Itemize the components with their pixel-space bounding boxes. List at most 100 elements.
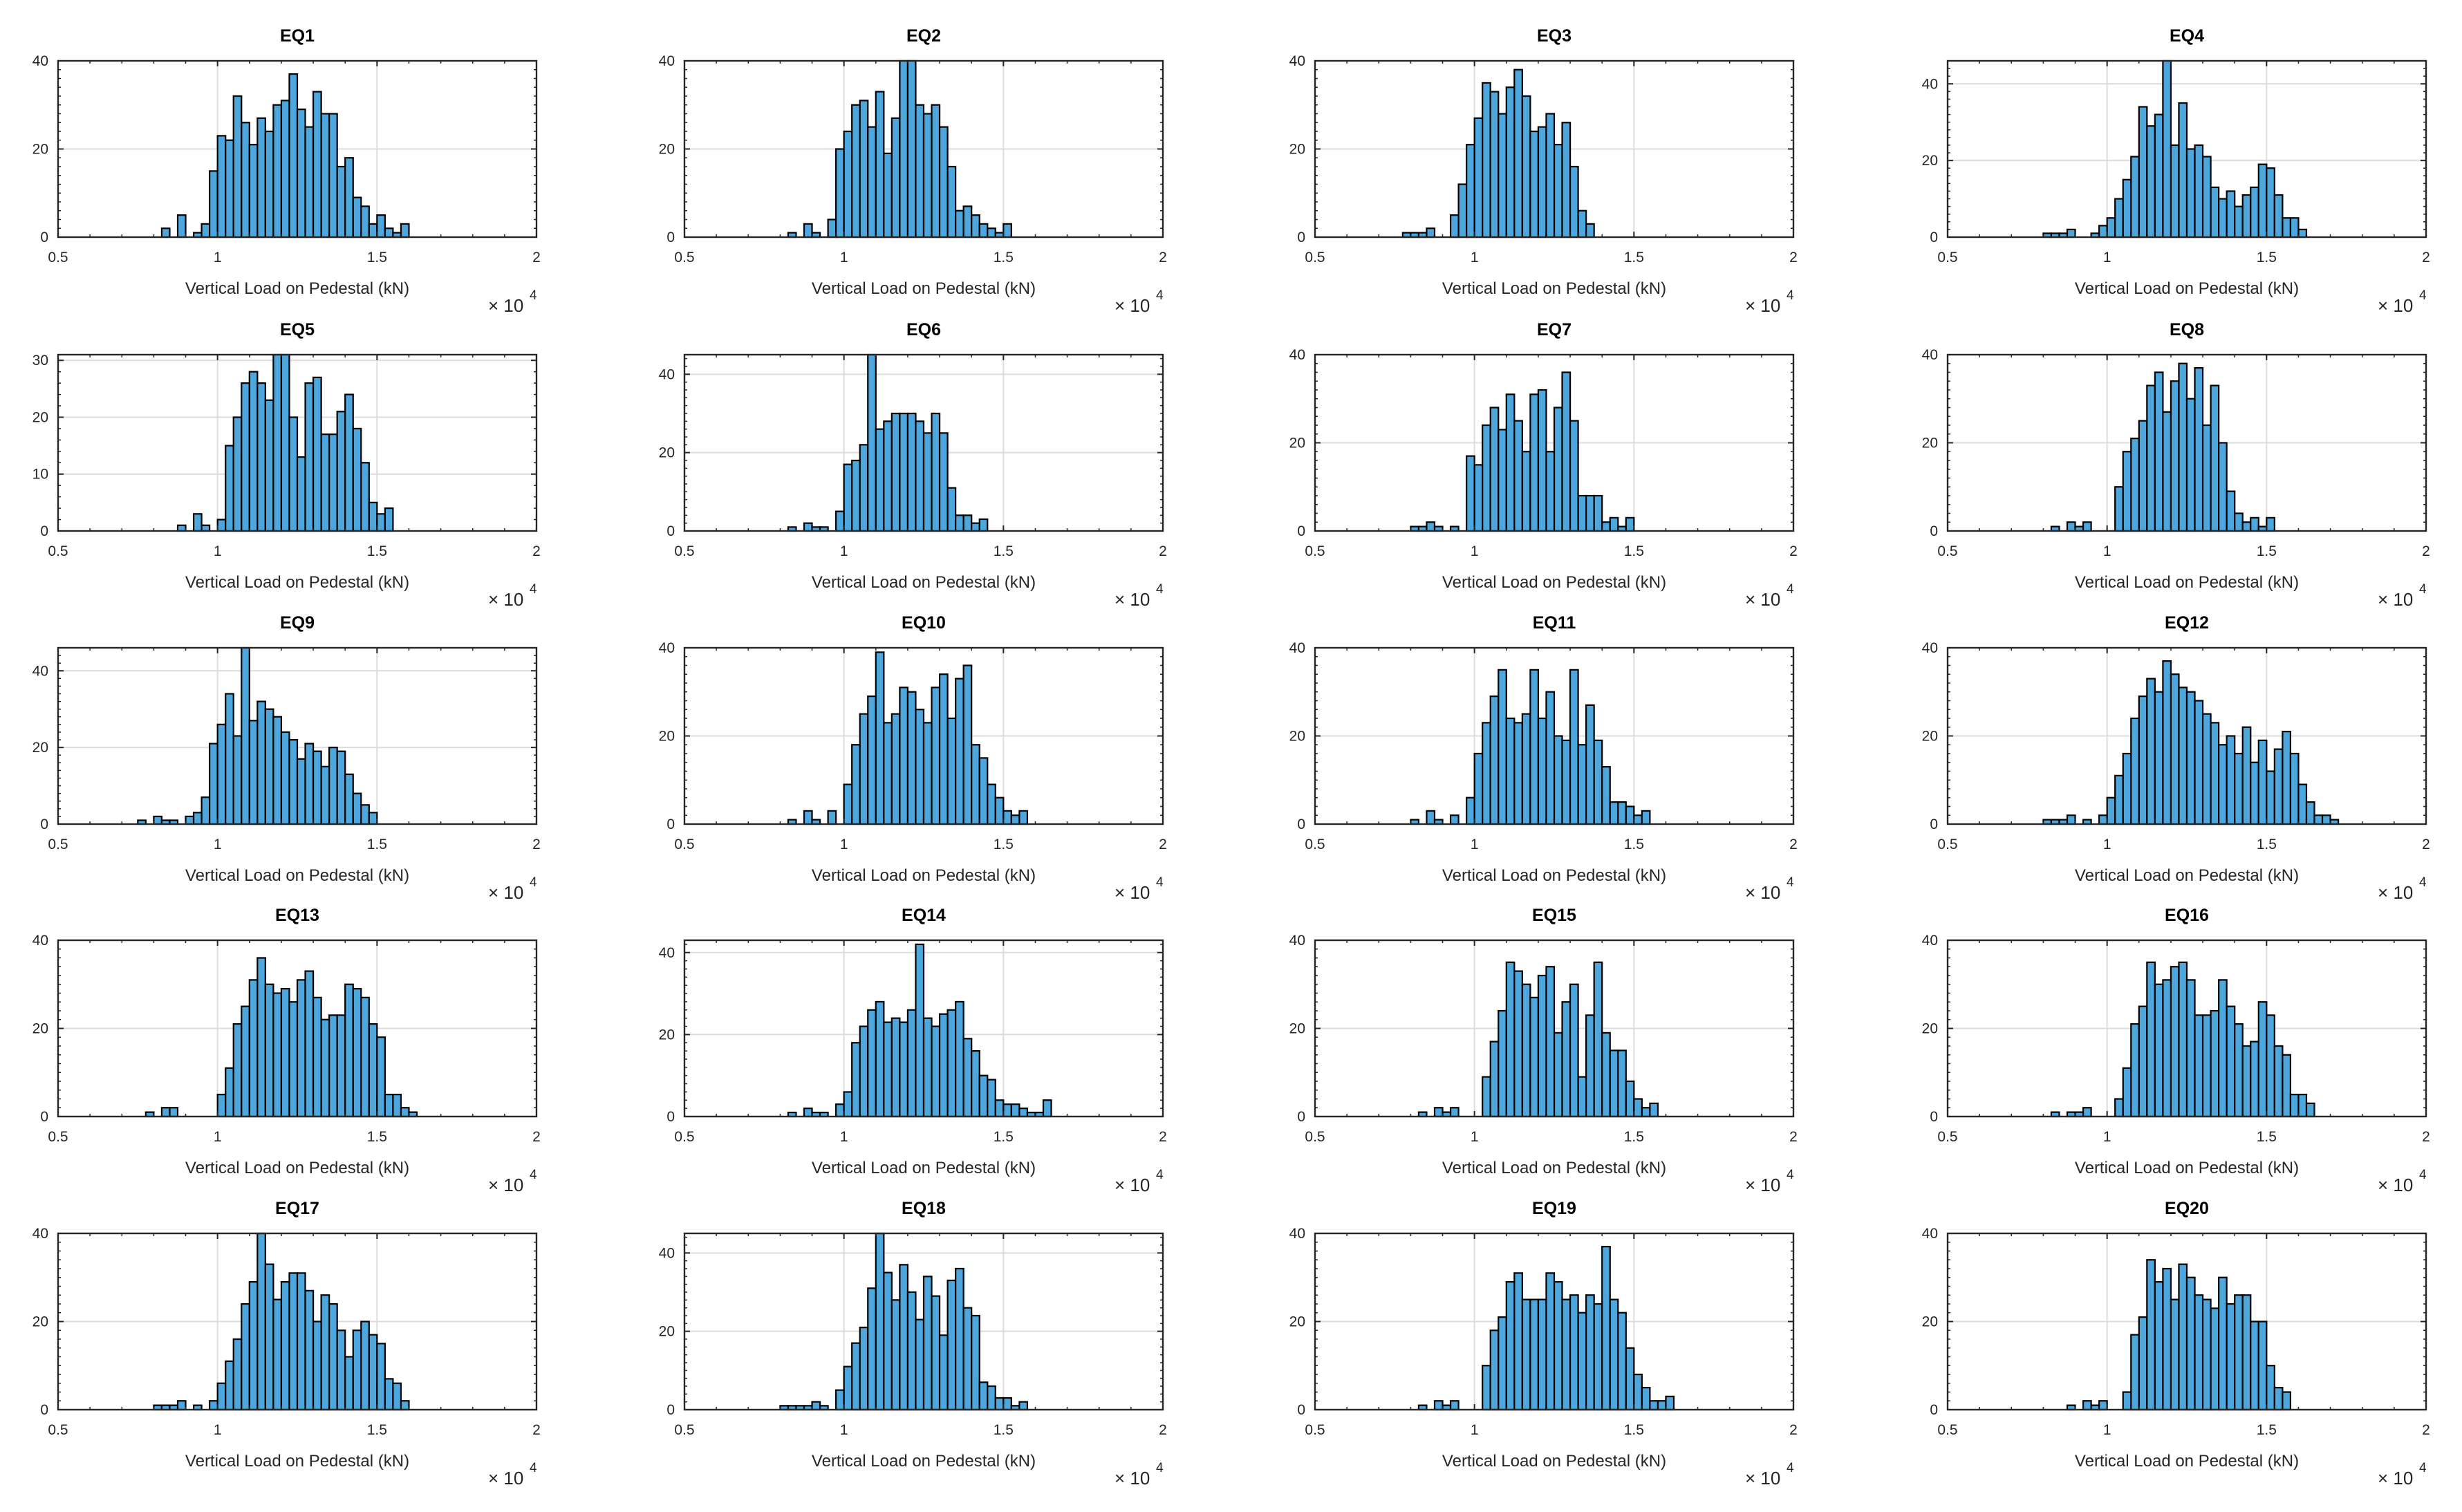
histogram-bar bbox=[2122, 1067, 2132, 1118]
x-tick-label: 2 bbox=[2422, 1129, 2430, 1145]
histogram-bar bbox=[1482, 424, 1491, 532]
histogram-bar bbox=[257, 1232, 266, 1411]
histogram-bar bbox=[1561, 1001, 1572, 1118]
x-tick-label: 2 bbox=[532, 1422, 541, 1438]
x-axis-label: Vertical Load on Pedestal (kN) bbox=[1442, 1452, 1666, 1471]
histogram-bar bbox=[859, 1025, 869, 1118]
y-tick-label: 20 bbox=[32, 1314, 48, 1330]
histogram-bar bbox=[1625, 1080, 1635, 1118]
histogram-bar bbox=[2273, 748, 2284, 825]
histogram-bar bbox=[962, 664, 973, 825]
histogram-bar bbox=[2218, 744, 2228, 825]
x-axis-multiplier-exponent: 4 bbox=[1787, 1168, 1794, 1182]
x-axis-label: Vertical Load on Pedestal (kN) bbox=[1442, 1159, 1666, 1177]
histogram-bar bbox=[2098, 1400, 2108, 1411]
y-tick-label: 0 bbox=[40, 523, 48, 539]
histogram-bar bbox=[2234, 752, 2244, 825]
x-tick-label: 1.5 bbox=[367, 250, 387, 265]
x-tick-label: 0.5 bbox=[1305, 250, 1325, 265]
histogram-bar bbox=[1489, 91, 1500, 239]
histogram-bar bbox=[962, 1038, 973, 1118]
histogram-bar bbox=[360, 1320, 370, 1411]
histogram-bar bbox=[1601, 766, 1611, 825]
panel-title: EQ19 bbox=[1532, 1199, 1576, 1218]
histogram-bar bbox=[859, 1326, 869, 1411]
x-axis-multiplier-exponent: 4 bbox=[1156, 582, 1164, 597]
y-tick-label: 20 bbox=[659, 1027, 675, 1043]
x-tick-label: 0.5 bbox=[674, 250, 694, 265]
histogram-bar bbox=[2178, 102, 2188, 239]
histogram-bar bbox=[2266, 167, 2275, 239]
histogram-bar bbox=[1585, 223, 1595, 239]
x-tick-label: 0.5 bbox=[48, 837, 68, 852]
panel-title: EQ12 bbox=[2165, 613, 2209, 633]
histogram-bar bbox=[2138, 1316, 2148, 1411]
x-axis-multiplier-exponent: 4 bbox=[1156, 875, 1164, 890]
histogram-bar bbox=[1545, 451, 1556, 532]
histogram-bar bbox=[2178, 362, 2188, 532]
histogram-bar bbox=[1513, 970, 1523, 1118]
histogram-bar bbox=[2234, 1023, 2244, 1118]
histogram-bar bbox=[1537, 974, 1547, 1118]
histogram-bar bbox=[851, 1042, 861, 1118]
y-tick-label: 20 bbox=[659, 445, 675, 461]
histogram-bar bbox=[962, 205, 973, 239]
axes-box bbox=[683, 1232, 1164, 1411]
y-tick-label: 20 bbox=[659, 142, 675, 158]
x-tick-label: 1.5 bbox=[1624, 250, 1644, 265]
x-tick-label: 1 bbox=[2103, 837, 2111, 852]
x-tick-label: 1 bbox=[840, 250, 848, 265]
x-tick-label: 1 bbox=[214, 1129, 222, 1145]
histogram-bar bbox=[2138, 420, 2148, 532]
y-tick-label: 0 bbox=[40, 816, 48, 832]
histogram-bar bbox=[336, 1329, 346, 1411]
histogram-bar bbox=[994, 1397, 1005, 1411]
histogram-bar bbox=[2257, 1320, 2268, 1411]
y-tick-label: 20 bbox=[1922, 153, 1938, 169]
histogram-bar bbox=[376, 214, 386, 239]
y-tick-label: 40 bbox=[659, 366, 675, 382]
histogram-bar bbox=[2170, 1298, 2180, 1411]
histogram-bar bbox=[978, 223, 989, 239]
x-tick-label: 1.5 bbox=[2257, 837, 2277, 852]
x-axis-label: Vertical Load on Pedestal (kN) bbox=[2075, 1452, 2299, 1471]
histogram-bar bbox=[225, 445, 234, 532]
histogram-bar bbox=[1505, 86, 1516, 239]
histogram-bar bbox=[216, 519, 227, 532]
x-axis-label: Vertical Load on Pedestal (kN) bbox=[812, 1452, 1036, 1471]
x-axis-multiplier-exponent: 4 bbox=[2419, 1168, 2427, 1182]
histogram-bar bbox=[320, 1294, 330, 1411]
histogram-bar bbox=[922, 113, 933, 239]
histogram-bar bbox=[915, 420, 925, 532]
histogram-bar bbox=[2114, 198, 2124, 239]
histogram-bar bbox=[2250, 1040, 2259, 1118]
x-tick-label: 1.5 bbox=[2257, 250, 2277, 265]
histogram-bar bbox=[176, 1400, 187, 1411]
histogram-bar bbox=[2282, 1391, 2292, 1411]
histogram-bar bbox=[232, 95, 243, 239]
x-tick-label: 1.5 bbox=[994, 250, 1014, 265]
histogram-bar bbox=[1561, 371, 1572, 532]
histogram-bar bbox=[2241, 521, 2252, 532]
histogram-bar bbox=[931, 1025, 941, 1118]
histogram-bar bbox=[241, 382, 250, 532]
histogram-bar bbox=[176, 214, 187, 239]
x-axis-multiplier: × 10 bbox=[1115, 1468, 1150, 1488]
histogram-bar bbox=[1529, 1298, 1540, 1411]
histogram-bar bbox=[1625, 516, 1635, 532]
histogram-bar bbox=[2297, 783, 2308, 825]
histogram-bar bbox=[384, 507, 394, 532]
x-tick-label: 1.5 bbox=[367, 837, 387, 852]
histogram-bar bbox=[2114, 486, 2124, 532]
histogram-bar bbox=[2122, 451, 2132, 532]
y-tick-label: 20 bbox=[1289, 142, 1305, 158]
histogram-bar bbox=[1537, 717, 1547, 825]
histogram-bar bbox=[955, 209, 964, 239]
histogram-bar bbox=[280, 100, 290, 239]
histogram-bar bbox=[867, 126, 877, 239]
x-axis-multiplier: × 10 bbox=[488, 1175, 523, 1195]
histogram-bar bbox=[1498, 113, 1507, 239]
x-axis-label: Vertical Load on Pedestal (kN) bbox=[185, 866, 409, 885]
